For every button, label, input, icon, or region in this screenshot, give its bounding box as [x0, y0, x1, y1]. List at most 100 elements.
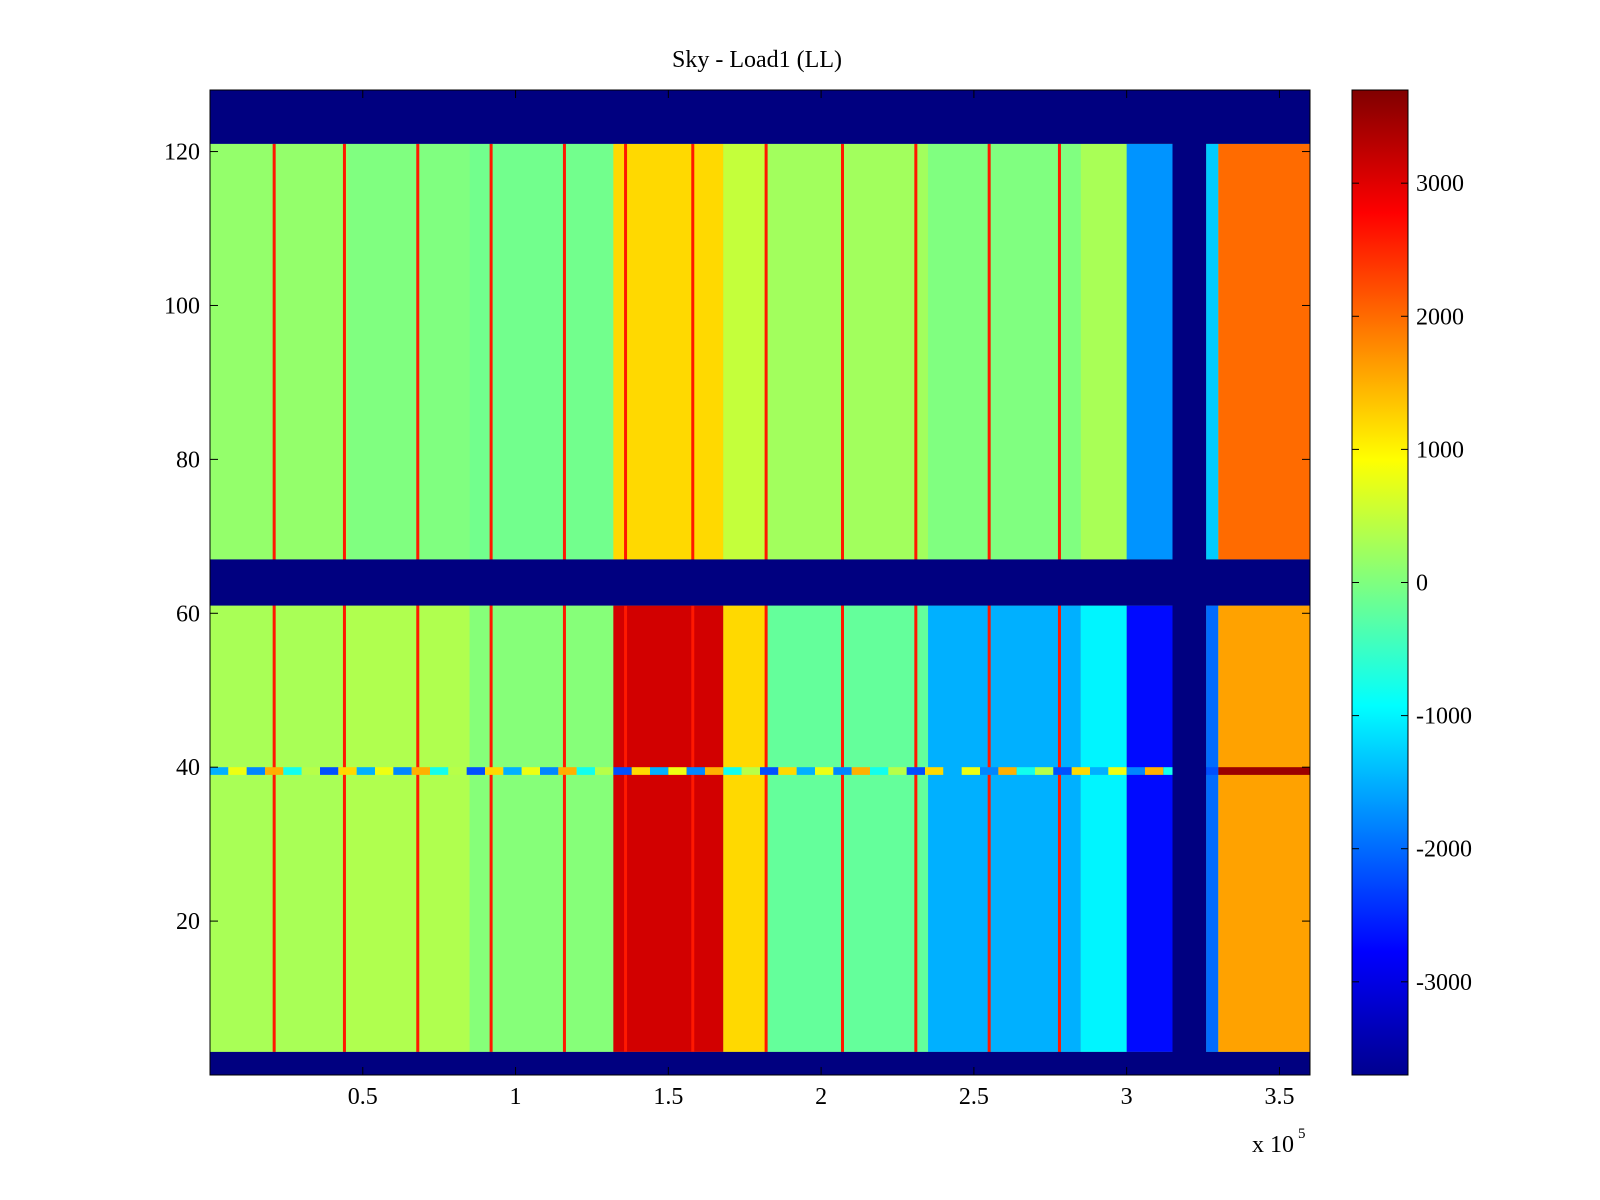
x-tick-label-4: 2.5: [959, 1084, 989, 1110]
heatmap-row-cell-42: [980, 767, 999, 775]
heatmap-row-cell-50: [1126, 767, 1145, 775]
masked-row-band-2: [210, 90, 1310, 144]
heatmap-cell-upper-4: [723, 143, 767, 560]
heatmap-cell-upper-10: [1218, 143, 1310, 560]
x-exponent-base: x 10: [1252, 1132, 1294, 1158]
heatmap-row-cell-45: [1035, 767, 1054, 775]
x-tick-label-2: 1.5: [653, 1084, 683, 1110]
colorbar: [1351, 89, 1409, 1076]
heatmap-cell-upper-5: [766, 143, 929, 560]
colorbar-tick-label-1: 2000: [1416, 304, 1464, 330]
heatmap-cell-upper-8: [1126, 143, 1173, 560]
heatmap-cell-lower-4: [723, 605, 767, 1052]
heatmap-row-cell-13: [448, 767, 467, 775]
heatmap-row-hot-segment: [1218, 767, 1310, 775]
heatmap-row-cell-37: [888, 767, 907, 775]
heatmap-row-cell-23: [631, 767, 650, 775]
heatmap-cell-upper-7: [1080, 143, 1127, 560]
heatmap-row-cell-33: [815, 767, 834, 775]
x-tick-label-3: 2: [815, 1084, 827, 1110]
heatmap-row-cell-0: [210, 767, 229, 775]
masked-row-band-0: [210, 1051, 1310, 1075]
y-tick-label-4: 100: [164, 293, 200, 319]
heatmap-row-cell-21: [595, 767, 614, 775]
heatmap-row-cell-29: [741, 767, 760, 775]
heatmap-masked-bands: [210, 90, 1310, 1075]
heatmap-row-cell-43: [998, 767, 1017, 775]
x-axis: 0.5 1 1.5 2 2.5 3 3.5: [348, 90, 1294, 1110]
heatmap-row-cell-3: [265, 767, 284, 775]
heatmap-cell-lower-5: [766, 605, 929, 1052]
heatmap-cell-lower-10: [1218, 605, 1310, 1052]
heatmap-row-cell-44: [1016, 767, 1035, 775]
heatmap-row-cell-14: [466, 767, 485, 775]
heatmap-row-cell-11: [411, 767, 430, 775]
heatmap-row-cell-7: [338, 767, 357, 775]
colorbar-tick-label-2: 1000: [1416, 437, 1464, 463]
heatmap-row-cell-25: [668, 767, 687, 775]
heatmap-row-cell-40: [943, 767, 962, 775]
heatmap-row-cell-46: [1053, 767, 1072, 775]
heatmap-row-cell-1: [228, 767, 247, 775]
heatmap-row-cell-38: [906, 767, 925, 775]
heatmap-row-cell-15: [485, 767, 504, 775]
colorbar-tick-label-0: 3000: [1416, 171, 1464, 197]
heatmap-cell-lower-6: [928, 605, 1081, 1052]
heatmap-row-cell-4: [283, 767, 302, 775]
heatmap-row-cell-8: [356, 767, 375, 775]
heatmap-cell-lower-3: [613, 605, 724, 1052]
heatmap-row-cell-39: [925, 767, 944, 775]
heatmap-row-cell-41: [961, 767, 980, 775]
y-tick-label-3: 80: [176, 447, 200, 473]
masked-row-band-1: [210, 559, 1310, 606]
colorbar-axis: 3000 2000 1000 0 -1000 -2000 -3000: [1352, 171, 1472, 996]
plot-frame: [209, 89, 1311, 1076]
x-exponent-power: 5: [1298, 1126, 1306, 1142]
heatmap-row-cell-30: [760, 767, 779, 775]
y-tick-label-2: 60: [176, 601, 200, 627]
heatmap-row-cell-12: [430, 767, 449, 775]
heatmap-cell-upper-1: [347, 143, 470, 560]
heatmap-cell-lower-2: [469, 605, 614, 1052]
y-axis: 20 40 60 80 100 120: [164, 140, 1310, 935]
x-tick-label-1: 1: [510, 1084, 522, 1110]
x-tick-label-6: 3.5: [1264, 1084, 1294, 1110]
heatmap-row-cell-22: [613, 767, 632, 775]
colorbar-tick-label-5: -2000: [1416, 837, 1472, 863]
colorbar-tick-label-4: -1000: [1416, 704, 1472, 730]
x-tick-label-0: 0.5: [348, 1084, 378, 1110]
heatmap-row-cell-36: [870, 767, 889, 775]
y-tick-label-5: 120: [164, 140, 200, 166]
heatmap-row-cell-18: [540, 767, 559, 775]
heatmap-row-cell-6: [320, 767, 339, 775]
heatmap-cell-lower-0: [210, 605, 348, 1052]
heatmap-row-cell-24: [650, 767, 669, 775]
heatmap-row-cell-47: [1071, 767, 1090, 775]
y-tick-label-0: 20: [176, 909, 200, 935]
heatmap-cell-upper-6: [928, 143, 1081, 560]
heatmap-row-cell-51: [1145, 767, 1164, 775]
heatmap-row-cell-26: [686, 767, 705, 775]
heatmap-row-cell-9: [375, 767, 394, 775]
masked-column-band-0: [1172, 90, 1207, 1075]
heatmap-row-cell-10: [393, 767, 412, 775]
heatmap-row-cell-20: [576, 767, 595, 775]
heatmap-cell-lower-9: [1206, 605, 1219, 1052]
y-tick-label-1: 40: [176, 755, 200, 781]
heatmap-row-cell-34: [833, 767, 852, 775]
heatmap-cell-lower-1: [347, 605, 470, 1052]
heatmap-row-cell-5: [301, 767, 320, 775]
heatmap-row-cell-31: [778, 767, 797, 775]
heatmap-row-cell-48: [1090, 767, 1109, 775]
heatmap-row-cell-2: [246, 767, 265, 775]
heatmap-cell-upper-9: [1206, 143, 1219, 560]
heatmap-row-cell-54: [1200, 767, 1219, 775]
heatmap-cell-lower-7: [1080, 605, 1127, 1052]
plot-area: [210, 90, 1310, 1075]
colorbar-tick-label-3: 0: [1416, 571, 1428, 597]
heatmap-row-cell-49: [1108, 767, 1127, 775]
heatmap-row-cell-16: [503, 767, 522, 775]
heatmap-row-cell-35: [851, 767, 870, 775]
heatmap-cell-upper-0: [210, 143, 348, 560]
